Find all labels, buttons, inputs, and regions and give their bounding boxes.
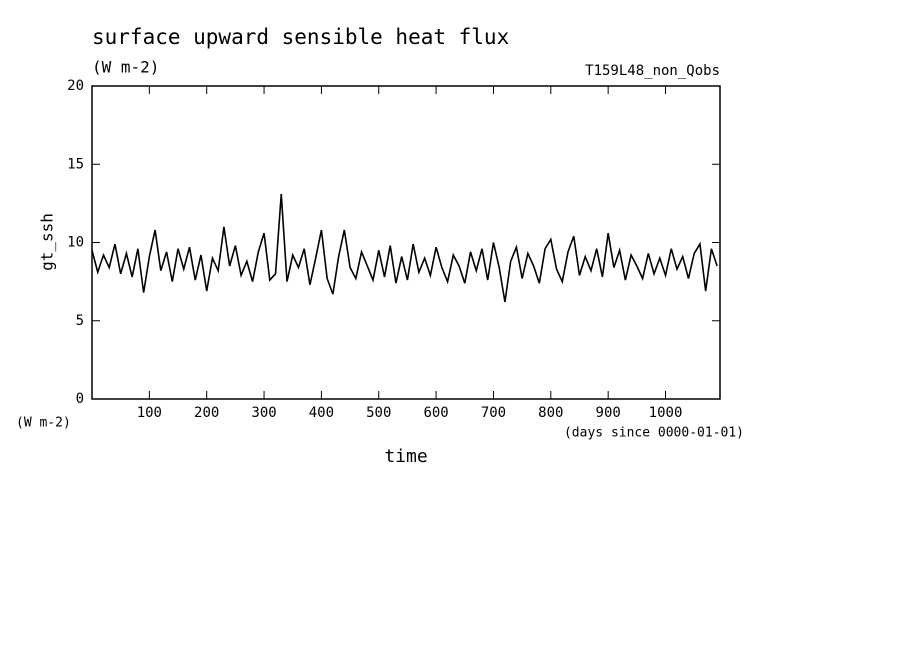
y-axis-label: gt_ssh — [38, 213, 57, 271]
x-tick-label: 500 — [366, 405, 391, 421]
x-tick-label: 700 — [481, 405, 506, 421]
y-tick-label: 0 — [76, 391, 84, 407]
x-tick-label: 100 — [137, 405, 162, 421]
y-tick-label: 10 — [67, 235, 84, 251]
y-tick-label: 5 — [76, 313, 84, 329]
y-unit: (W m-2) — [16, 416, 71, 431]
x-tick-label: 300 — [251, 405, 276, 421]
x-tick-label: 900 — [596, 405, 621, 421]
x-unit: (days since 0000-01-01) — [564, 426, 744, 441]
data-line — [91, 193, 718, 303]
y-tick-label: 15 — [67, 156, 84, 172]
y-tick-label: 20 — [67, 78, 84, 94]
x-tick-label: 400 — [309, 405, 334, 421]
chart-title: surface upward sensible heat flux — [92, 25, 509, 49]
x-tick-label: 200 — [194, 405, 219, 421]
run-label: T159L48_non_Qobs — [585, 63, 720, 79]
x-tick-label: 1000 — [649, 405, 683, 421]
x-tick-label: 600 — [423, 405, 448, 421]
x-tick-label: 800 — [538, 405, 563, 421]
chart-subtitle: (W m-2) — [92, 58, 159, 77]
x-axis-label: time — [384, 446, 427, 467]
